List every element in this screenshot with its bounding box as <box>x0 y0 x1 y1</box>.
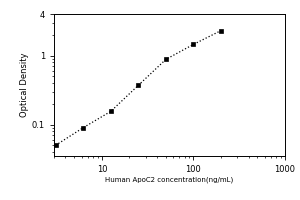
Y-axis label: Optical Density: Optical Density <box>20 53 29 117</box>
X-axis label: Human ApoC2 concentration(ng/mL): Human ApoC2 concentration(ng/mL) <box>105 177 234 183</box>
